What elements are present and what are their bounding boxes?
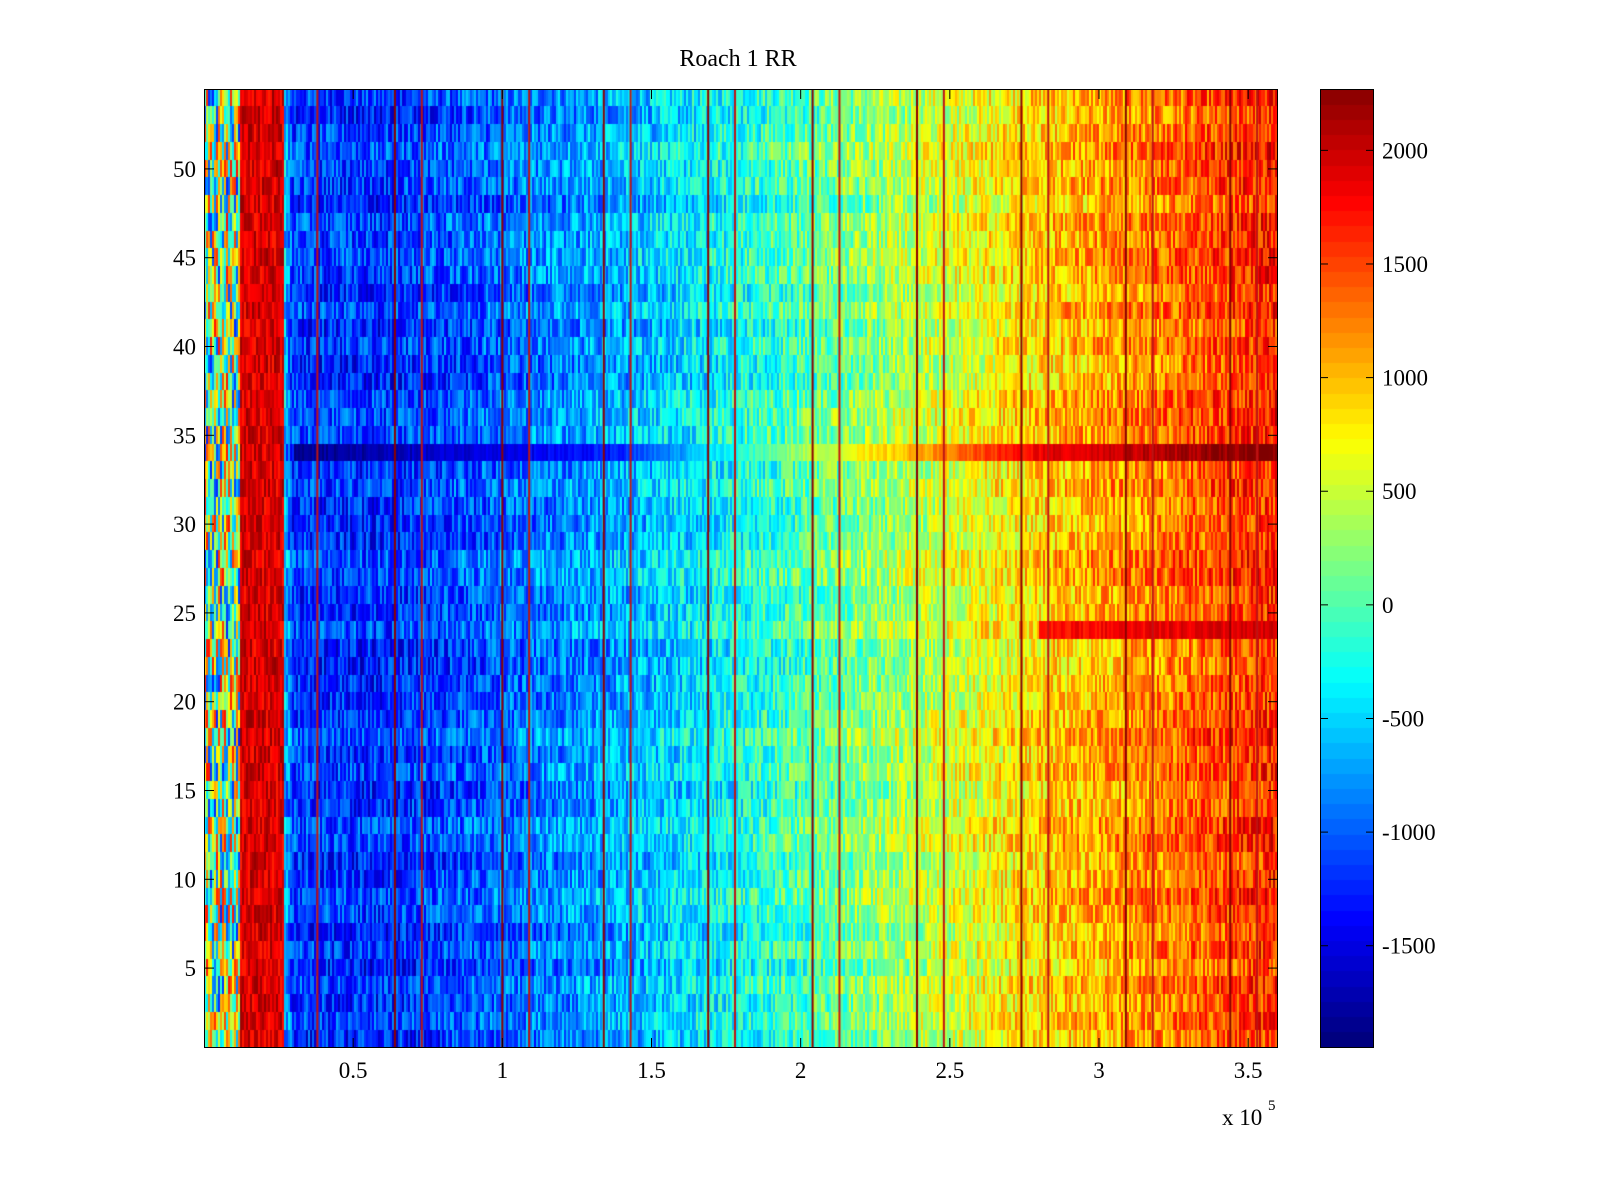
y-tick-label: 35: [173, 423, 196, 448]
colorbar-tick-label: 500: [1382, 479, 1417, 504]
colorbar-tick-label: 0: [1382, 593, 1394, 618]
x-multiplier-exponent: 5: [1268, 1098, 1276, 1114]
y-tick-label: 30: [173, 512, 196, 537]
x-multiplier-label: x 10 5: [1222, 1098, 1276, 1130]
y-tick-label: 15: [173, 778, 196, 803]
colorbar-tick-label: 1000: [1382, 366, 1428, 391]
x-tick-label: 2.5: [935, 1058, 964, 1083]
x-tick-label: 3: [1093, 1058, 1105, 1083]
heatmap-image-container: [204, 89, 1278, 1048]
y-tick-label: 10: [173, 867, 196, 892]
y-tick-label: 5: [185, 956, 197, 981]
y-tick-label: 25: [173, 601, 196, 626]
y-tick-label: 20: [173, 690, 196, 715]
colorbar-tick-label: 1500: [1382, 252, 1428, 277]
colorbar-tick-label: 2000: [1382, 138, 1428, 163]
colorbar-tick-label: -1000: [1382, 820, 1436, 845]
heatmap-image: [204, 89, 1278, 1048]
x-tick-label: 3.5: [1234, 1058, 1263, 1083]
colorbar-frame: [1320, 89, 1374, 1048]
x-axis: 0.5 1 1.5 2 2.5 3 3.5: [339, 89, 1263, 1083]
x-tick-label: 1: [497, 1058, 509, 1083]
colorbar-tick-label: -1500: [1382, 934, 1436, 959]
x-multiplier-base: x 10: [1222, 1105, 1262, 1130]
colorbar-axis: 2000 1500 1000 500 0 -500 -1000 -1500: [1320, 138, 1436, 959]
chart-title: Roach 1 RR: [679, 46, 796, 72]
x-tick-label: 1.5: [637, 1058, 666, 1083]
plot-frame: [204, 89, 1278, 1048]
y-tick-label: 40: [173, 335, 196, 360]
x-tick-label: 2: [795, 1058, 807, 1083]
y-tick-label: 45: [173, 246, 196, 271]
y-axis: 5 10 15 20 25 30 35 40 45 50: [173, 157, 1278, 981]
colorbar: [1320, 89, 1374, 1048]
colorbar-container: [1320, 89, 1374, 1048]
x-tick-label: 0.5: [339, 1058, 368, 1083]
y-tick-label: 50: [173, 157, 196, 182]
colorbar-tick-label: -500: [1382, 706, 1424, 731]
